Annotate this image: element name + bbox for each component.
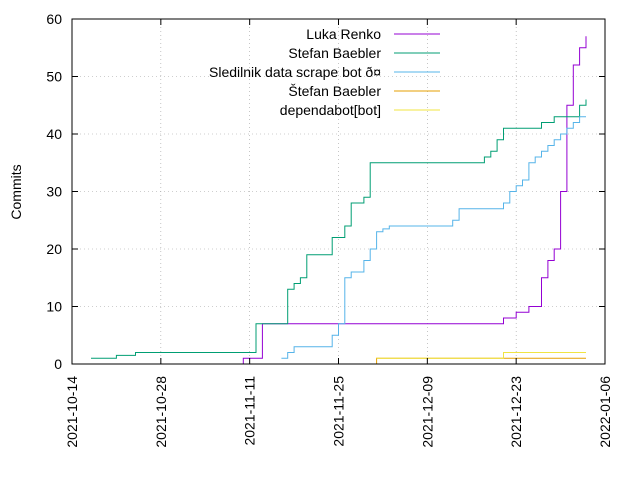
x-tick-label: 2021-11-25 [331, 376, 347, 447]
x-tick-label: 2022-01-06 [597, 376, 613, 448]
x-tick-label: 2021-12-09 [419, 376, 435, 448]
legend-label: Luka Renko [306, 26, 381, 42]
x-tick-label: 2021-12-23 [508, 376, 524, 448]
legend-label: Stefan Baebler [288, 45, 381, 61]
series-line-3 [370, 357, 586, 365]
legend-label: Štefan Baebler [288, 83, 381, 99]
y-tick-label: 10 [46, 299, 62, 315]
y-tick-label: 40 [46, 126, 62, 142]
x-tick-label: 2021-11-11 [242, 376, 258, 446]
y-tick-label: 0 [54, 356, 62, 372]
series-line-4 [376, 352, 586, 359]
y-tick-label: 60 [46, 11, 62, 27]
series-line-0 [148, 36, 587, 365]
y-axis-label: Commits [8, 164, 24, 219]
series-lines [91, 36, 587, 365]
x-axis: 2021-10-14 2021-10-28 2021-11-11 2021-11-25… [64, 19, 613, 448]
legend-label: dependabot[bot] [280, 102, 381, 118]
legend: Luka Renko Stefan Baebler Sledilnik data s… [209, 26, 440, 118]
x-tick-label: 2021-10-14 [64, 376, 80, 448]
x-tick-label: 2021-10-28 [153, 376, 169, 448]
legend-label: Sledilnik data scrape bot ð¤ [209, 64, 381, 80]
y-axis: 0 10 20 30 40 50 60 [46, 11, 605, 372]
y-tick-label: 50 [46, 69, 62, 85]
series-line-2 [281, 116, 586, 359]
series-line-1 [91, 99, 587, 359]
y-tick-label: 30 [46, 184, 62, 200]
y-tick-label: 20 [46, 241, 62, 257]
